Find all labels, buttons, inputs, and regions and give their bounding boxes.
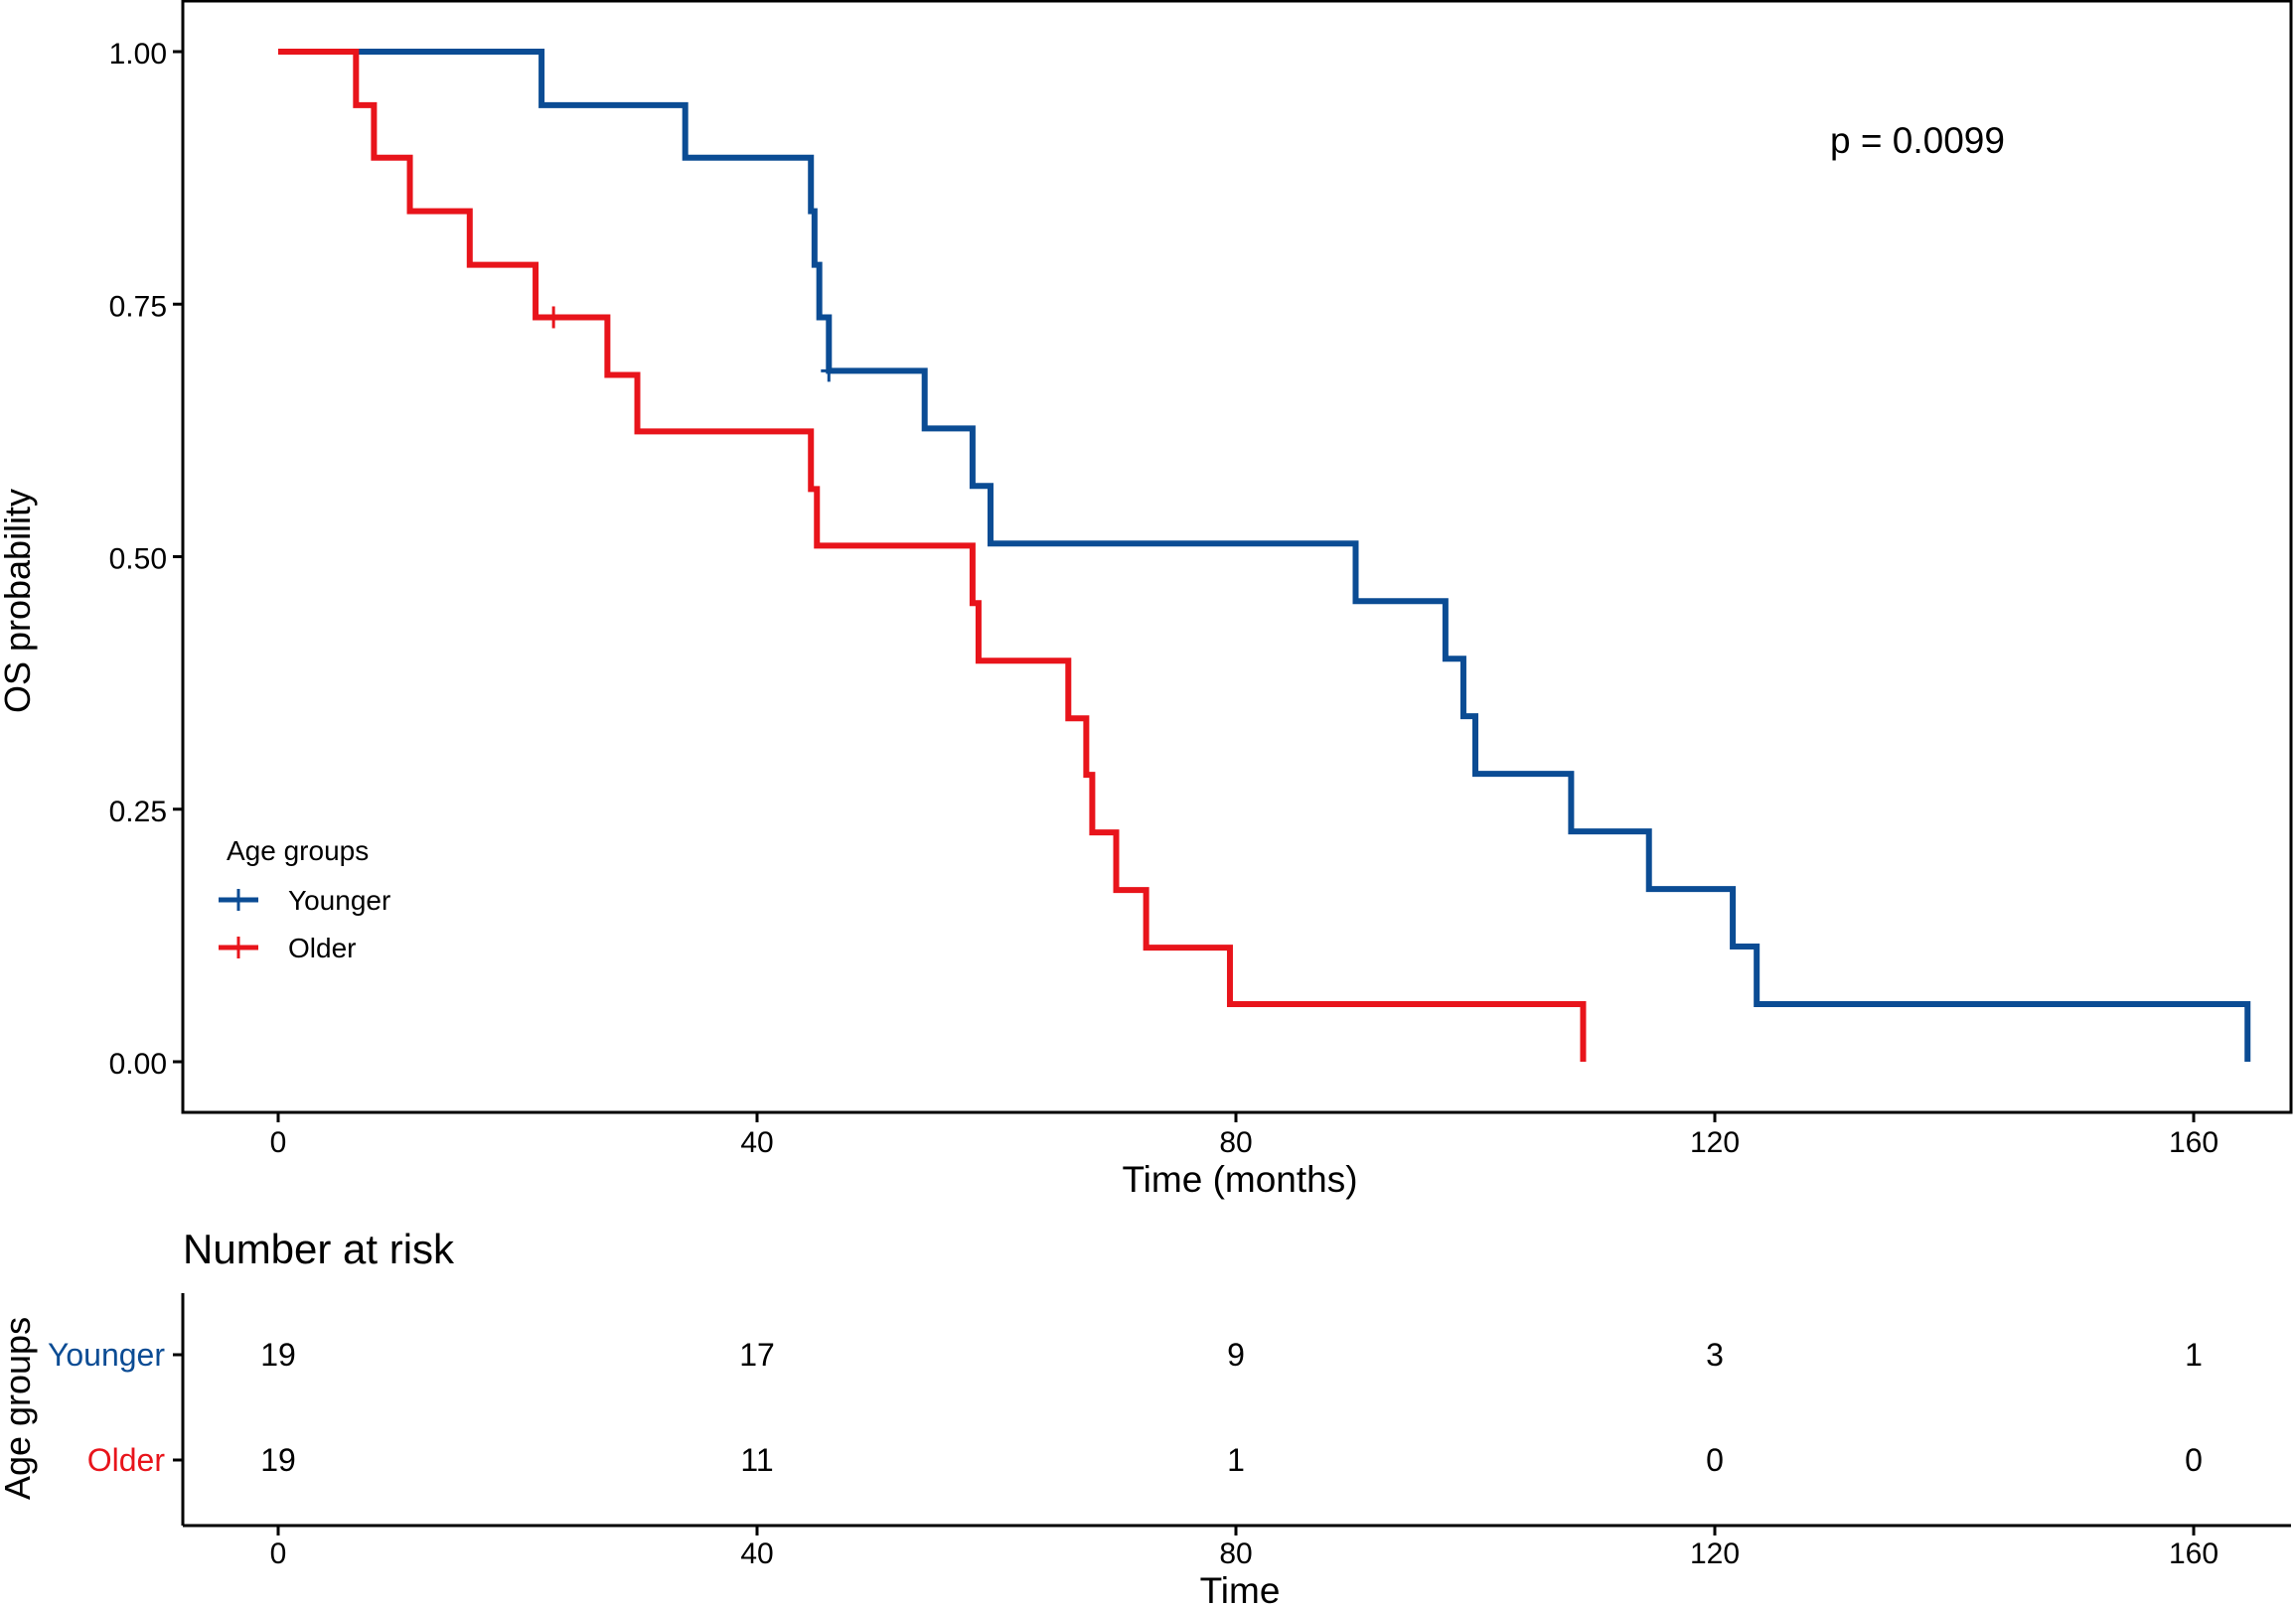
legend: Age groups Younger Older xyxy=(219,835,390,963)
survival-line-older xyxy=(278,49,1587,1062)
risk-table-x-axis: 0 40 80 120 160 xyxy=(270,1526,2219,1570)
risk-count-younger: 9 xyxy=(1227,1337,1245,1373)
risk-count-younger: 3 xyxy=(1706,1337,1724,1373)
risk-x-tick-label: 0 xyxy=(270,1537,287,1570)
plot-panel-border xyxy=(181,0,2293,1114)
y-axis-label: OS probability xyxy=(0,489,38,713)
risk-x-tick-label: 120 xyxy=(1690,1537,1740,1570)
x-tick-label: 80 xyxy=(1219,1126,1252,1159)
risk-count-older: 11 xyxy=(740,1442,773,1478)
legend-label-younger: Younger xyxy=(288,885,390,916)
x-tick-label: 120 xyxy=(1690,1126,1740,1159)
risk-count-younger: 17 xyxy=(739,1337,775,1373)
risk-table-title: Number at risk xyxy=(183,1226,455,1272)
x-tick-label: 0 xyxy=(270,1126,287,1159)
x-axis: 0 40 80 120 160 xyxy=(270,1112,2219,1159)
y-tick-label: 0.50 xyxy=(109,543,167,576)
risk-x-tick-label: 40 xyxy=(740,1537,773,1570)
risk-table-y-label: Age groups xyxy=(0,1317,38,1500)
x-tick-label: 160 xyxy=(2169,1126,2219,1159)
risk-x-tick-label: 160 xyxy=(2169,1537,2219,1570)
legend-title: Age groups xyxy=(227,835,369,866)
survival-plot: 0.00 0.25 0.50 0.75 1.00 0 40 80 120 160 OS prob… xyxy=(0,0,2293,1200)
risk-count-younger: 19 xyxy=(260,1337,296,1373)
survival-curves xyxy=(278,49,2251,1062)
risk-row-label-younger: Younger xyxy=(48,1337,165,1373)
survival-line-younger xyxy=(278,49,2251,1062)
y-tick-label: 0.25 xyxy=(109,796,167,828)
risk-count-older: 0 xyxy=(2185,1442,2203,1478)
legend-item-older: Older xyxy=(219,933,356,963)
p-value-annotation: p = 0.0099 xyxy=(1830,120,2005,161)
risk-row-label-older: Older xyxy=(87,1442,166,1478)
risk-count-older: 1 xyxy=(1227,1442,1245,1478)
risk-count-younger: 1 xyxy=(2185,1337,2203,1373)
x-tick-label: 40 xyxy=(740,1126,773,1159)
y-tick-label: 0.00 xyxy=(109,1048,167,1081)
y-axis: 0.00 0.25 0.50 0.75 1.00 xyxy=(109,38,183,1081)
y-tick-label: 1.00 xyxy=(109,38,167,71)
risk-count-older: 0 xyxy=(1706,1442,1724,1478)
risk-count-older: 19 xyxy=(260,1442,296,1478)
x-axis-label: Time (months) xyxy=(1122,1159,1357,1200)
legend-item-younger: Younger xyxy=(219,885,390,916)
risk-x-tick-label: 80 xyxy=(1219,1537,1252,1570)
y-tick-label: 0.75 xyxy=(109,290,167,323)
legend-label-older: Older xyxy=(288,933,356,963)
risk-table-x-label: Time xyxy=(1200,1570,1281,1607)
